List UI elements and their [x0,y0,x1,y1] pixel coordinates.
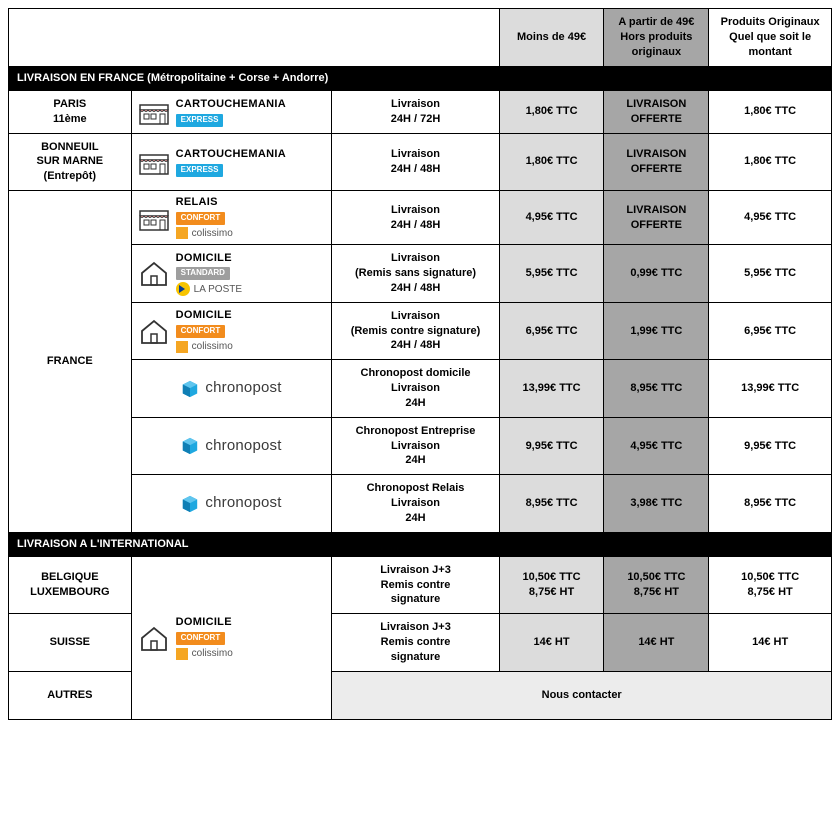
section-intl: LIVRAISON A L'INTERNATIONAL [9,532,832,556]
price-3: 10,50€ TTC 8,75€ HT [709,556,832,614]
price-1: 9,95€ TTC [499,417,604,475]
contact-cell: Nous contacter [332,671,832,719]
price-3: 6,95€ TTC [709,302,832,360]
desc: Chronopost Relais Livraison 24H [332,475,499,533]
price-1: 1,80€ TTC [499,133,604,191]
row-chrono-domicile: chronopost Chronopost domicile Livraison… [9,360,832,418]
price-3: 13,99€ TTC [709,360,832,418]
header-row: Moins de 49€ A partir de 49€ Hors produi… [9,9,832,67]
desc: Livraison 24H / 48H [332,133,499,191]
logo-domicile-intl: DOMICILE CONFORT colissimo [131,556,332,719]
price-2: 14€ HT [604,614,709,672]
price-1: 10,50€ TTC 8,75€ HT [499,556,604,614]
price-2: LIVRAISON OFFERTE [604,133,709,191]
price-3: 1,80€ TTC [709,133,832,191]
chronopost-cube-icon [181,437,199,455]
row-chrono-relais: chronopost Chronopost Relais Livraison 2… [9,475,832,533]
desc: Chronopost Entreprise Livraison 24H [332,417,499,475]
house-icon [138,624,170,652]
desc: Livraison (Remis sans signature) 24H / 4… [332,245,499,303]
desc: Livraison J+3 Remis contre signature [332,614,499,672]
logo-chronopost: chronopost [131,360,332,418]
section-france: LIVRAISON EN FRANCE (Métropolitaine + Co… [9,67,832,91]
header-col2: A partir de 49€ Hors produits originaux [604,9,709,67]
price-3: 8,95€ TTC [709,475,832,533]
shop-icon [138,148,170,176]
loc-belux: BELGIQUE LUXEMBOURG [9,556,132,614]
cube-icon [176,227,188,239]
row-belux: BELGIQUE LUXEMBOURG DOMICILE CONFORT col… [9,556,832,614]
price-2: LIVRAISON OFFERTE [604,191,709,245]
price-2: 8,95€ TTC [604,360,709,418]
logo-chronopost: chronopost [131,475,332,533]
house-icon [138,259,170,287]
header-col3: Produits Originaux Quel que soit le mont… [709,9,832,67]
desc: Livraison 24H / 48H [332,191,499,245]
price-2: 4,95€ TTC [604,417,709,475]
logo-cartouchemania: CARTOUCHEMANIA EXPRESS [131,133,332,191]
price-3: 5,95€ TTC [709,245,832,303]
price-1: 6,95€ TTC [499,302,604,360]
price-1: 4,95€ TTC [499,191,604,245]
price-3: 14€ HT [709,614,832,672]
price-3: 4,95€ TTC [709,191,832,245]
logo-cartouchemania: CARTOUCHEMANIA EXPRESS [131,90,332,133]
loc-paris: PARIS 11ème [9,90,132,133]
row-paris: PARIS 11ème CARTOUCHEMANIA EXPRESS Livra… [9,90,832,133]
row-domicile-standard: DOMICILE STANDARD LA POSTE Livraison (Re… [9,245,832,303]
loc-france: FRANCE [9,191,132,533]
desc: Livraison J+3 Remis contre signature [332,556,499,614]
shop-icon [138,204,170,232]
chronopost-cube-icon [181,495,199,513]
header-col1: Moins de 49€ [499,9,604,67]
loc-autres: AUTRES [9,671,132,719]
house-icon [138,317,170,345]
price-1: 13,99€ TTC [499,360,604,418]
logo-domicile-standard: DOMICILE STANDARD LA POSTE [131,245,332,303]
loc-suisse: SUISSE [9,614,132,672]
row-bonneuil: BONNEUIL SUR MARNE (Entrepôt) CARTOUCHEM… [9,133,832,191]
desc: Livraison 24H / 72H [332,90,499,133]
loc-bonneuil: BONNEUIL SUR MARNE (Entrepôt) [9,133,132,191]
laposte-icon [176,282,190,296]
shipping-table: Moins de 49€ A partir de 49€ Hors produi… [8,8,832,720]
price-2: 1,99€ TTC [604,302,709,360]
logo-chronopost: chronopost [131,417,332,475]
price-2: LIVRAISON OFFERTE [604,90,709,133]
desc: Livraison (Remis contre signature) 24H /… [332,302,499,360]
shop-icon [138,98,170,126]
price-1: 5,95€ TTC [499,245,604,303]
cube-icon [176,648,188,660]
price-2: 10,50€ TTC 8,75€ HT [604,556,709,614]
logo-relais: RELAIS CONFORT colissimo [131,191,332,245]
price-1: 14€ HT [499,614,604,672]
price-1: 1,80€ TTC [499,90,604,133]
price-3: 9,95€ TTC [709,417,832,475]
price-1: 8,95€ TTC [499,475,604,533]
row-domicile-confort: DOMICILE CONFORT colissimo Livraison (Re… [9,302,832,360]
row-chrono-entreprise: chronopost Chronopost Entreprise Livrais… [9,417,832,475]
price-2: 0,99€ TTC [604,245,709,303]
cube-icon [176,341,188,353]
logo-domicile-confort: DOMICILE CONFORT colissimo [131,302,332,360]
price-2: 3,98€ TTC [604,475,709,533]
chronopost-cube-icon [181,380,199,398]
price-3: 1,80€ TTC [709,90,832,133]
row-relais: FRANCE RELAIS CONFORT colissimo Livraiso… [9,191,832,245]
desc: Chronopost domicile Livraison 24H [332,360,499,418]
